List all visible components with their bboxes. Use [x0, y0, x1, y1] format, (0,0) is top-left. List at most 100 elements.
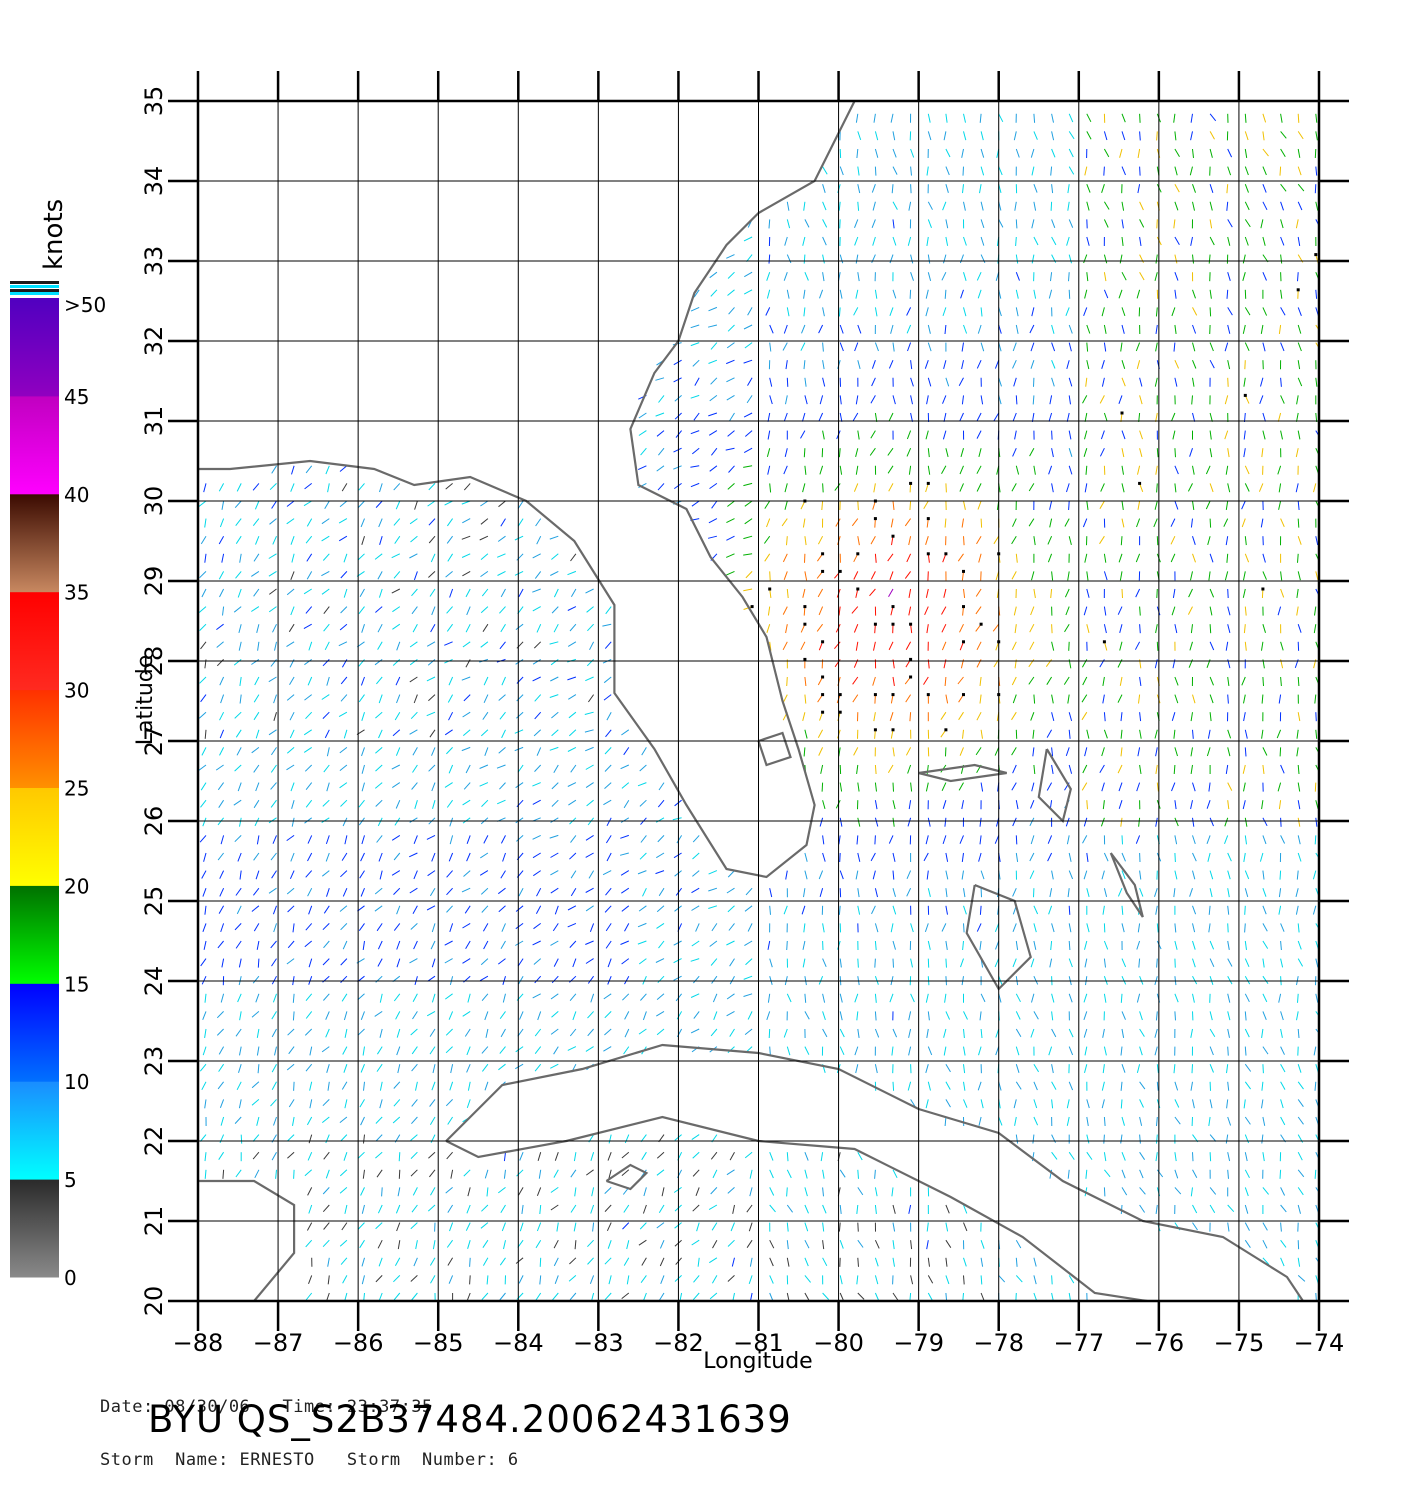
wind-vector — [1121, 730, 1122, 739]
wind-vector — [874, 642, 876, 651]
wind-vector — [769, 255, 770, 264]
wind-vector — [269, 730, 277, 735]
wind-vector — [307, 554, 312, 562]
wind-vector — [343, 1047, 347, 1055]
wind-vector — [1085, 959, 1087, 968]
wind-vector — [981, 219, 984, 228]
wind-vector — [431, 1187, 436, 1195]
wind-vector — [1175, 818, 1178, 826]
wind-vector — [1279, 483, 1280, 492]
wind-vector — [1244, 695, 1246, 704]
wind-vector — [379, 519, 383, 527]
wind-vector — [306, 712, 312, 719]
wind-vector — [1016, 853, 1017, 862]
wind-vector — [1208, 536, 1210, 545]
wind-vector — [201, 959, 206, 966]
wind-vector — [516, 1047, 523, 1052]
wind-vector — [532, 783, 540, 787]
wind-vector — [463, 712, 471, 717]
wind-vector — [534, 730, 541, 736]
wind-vector — [893, 219, 894, 228]
wind-vector — [1207, 747, 1210, 756]
wind-vector — [1244, 783, 1246, 792]
wind-vector — [784, 571, 787, 579]
wind-vector — [1226, 536, 1228, 545]
wind-vector — [1210, 448, 1212, 457]
wind-vector — [328, 1258, 330, 1267]
wind-vector — [893, 818, 894, 827]
wind-vector — [787, 1187, 788, 1196]
wind-vector — [1140, 448, 1142, 457]
wind-vector — [1262, 1135, 1263, 1144]
wind-vector — [805, 272, 809, 280]
wind-vector — [274, 923, 277, 932]
wind-vector — [1193, 360, 1196, 368]
storm-line: Storm Name: ERNESTO Storm Number: 6 — [100, 1453, 519, 1468]
wind-vector — [375, 554, 382, 560]
wind-vector — [1298, 519, 1299, 528]
wind-vector — [1279, 994, 1281, 1003]
wind-vector — [1085, 747, 1087, 756]
wind-vector — [502, 923, 506, 931]
wind-vector — [1228, 994, 1230, 1003]
wind-vector — [805, 853, 807, 862]
wind-vector — [272, 871, 277, 879]
wind-vector — [1191, 519, 1192, 528]
wind-vector — [482, 1293, 488, 1300]
wind-vector — [446, 1099, 452, 1105]
wind-vector — [291, 783, 294, 792]
wind-vector — [805, 395, 807, 404]
wind-vector — [499, 783, 505, 790]
wind-vector — [804, 360, 805, 369]
wind-vector — [1012, 783, 1017, 791]
colorbar-tick-label: 5 — [64, 1168, 77, 1192]
wind-vector — [784, 1029, 787, 1038]
colorbar-band — [10, 592, 59, 690]
wind-vector — [568, 607, 576, 611]
wind-vector — [823, 1011, 826, 1020]
wind-vector — [1085, 431, 1087, 440]
wind-vector — [1175, 131, 1176, 140]
wind-vector — [856, 871, 858, 880]
wind-vector — [823, 923, 825, 932]
wind-vector — [743, 466, 752, 468]
wind-vector — [518, 959, 523, 967]
wind-vector — [1087, 202, 1089, 211]
wind-vector — [1031, 959, 1034, 968]
wind-vector — [258, 959, 259, 968]
wind-vector — [540, 1258, 541, 1267]
wind-vector — [1245, 1205, 1248, 1214]
rain-flag — [909, 676, 912, 679]
wind-vector — [449, 765, 453, 773]
wind-vector — [840, 167, 843, 175]
wind-vector — [1193, 906, 1196, 914]
wind-vector — [1016, 994, 1020, 1002]
wind-vector — [1263, 888, 1266, 897]
wind-vector — [787, 307, 789, 316]
wind-vector — [1016, 290, 1018, 299]
wind-vector — [322, 1117, 329, 1123]
wind-vector — [359, 695, 364, 702]
wind-vector — [962, 149, 964, 158]
wind-vector — [1082, 712, 1087, 720]
wind-vector — [731, 1223, 734, 1231]
wind-vector — [1050, 888, 1052, 897]
wind-vector — [875, 1240, 879, 1248]
wind-vector — [729, 923, 735, 930]
rain-flag — [1121, 412, 1124, 415]
wind-vector — [693, 1205, 700, 1211]
wind-vector — [928, 131, 931, 140]
wind-vector — [343, 941, 347, 949]
wind-vector — [397, 642, 400, 651]
y-tick-label: 20 — [140, 1286, 168, 1317]
wind-vector — [308, 853, 312, 861]
wind-vector — [1013, 818, 1017, 826]
wind-vector — [1157, 131, 1158, 140]
wind-vector — [481, 642, 488, 648]
rain-flag — [892, 728, 895, 731]
wind-vector — [708, 906, 717, 909]
wind-vector — [693, 835, 699, 842]
wind-vector — [727, 888, 735, 893]
wind-vector — [411, 1135, 418, 1141]
wind-vector — [944, 589, 946, 598]
